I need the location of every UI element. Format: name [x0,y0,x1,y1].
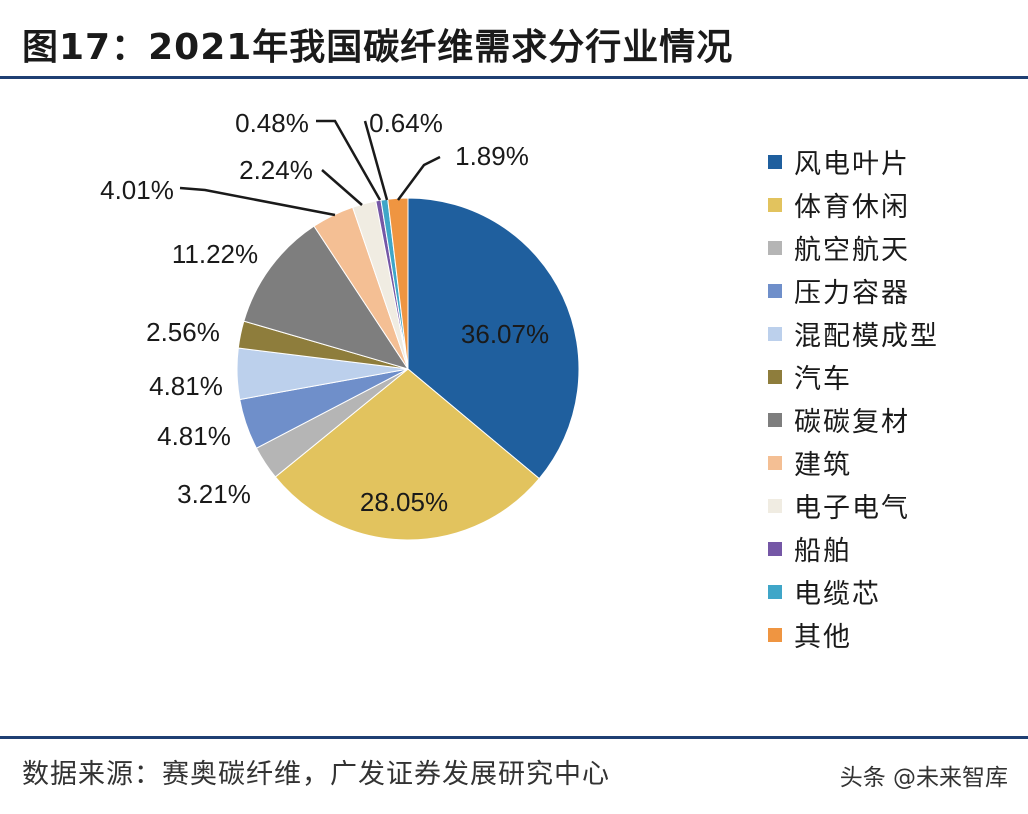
legend-label-3: 航空航天 [794,235,910,266]
chart-title: 图17：2021年我国碳纤维需求分行业情况 [22,27,734,68]
legend-label-9: 电子电气 [794,493,910,524]
data-label-3: 3.21% [177,479,251,509]
legend-label-1: 风电叶片 [794,149,910,180]
legend-label-7: 碳碳复材 [794,407,910,438]
title-divider [0,76,1028,79]
data-label-2: 28.05% [360,487,448,517]
legend-item-11: 电缆芯 [768,570,939,613]
data-label-6: 2.56% [146,317,220,347]
legend-swatch-4 [768,283,782,298]
legend-swatch-6 [768,369,782,384]
legend-label-5: 混配模成型 [794,321,939,352]
data-label-1: 36.07% [461,319,549,349]
legend-label-10: 船舶 [794,536,852,567]
legend-label-6: 汽车 [794,364,852,395]
source-note: 数据来源：赛奥碳纤维，广发证券发展研究中心 [22,759,610,790]
legend-swatch-12 [768,627,782,642]
leader-line-12 [396,155,441,201]
legend-item-5: 混配模成型 [768,312,939,355]
legend-swatch-5 [768,326,782,341]
legend-swatch-2 [768,197,782,212]
legend-item-10: 船舶 [768,527,939,570]
legend-label-11: 电缆芯 [794,579,881,610]
legend-item-3: 航空航天 [768,226,939,269]
footer-divider [0,736,1028,739]
legend-item-8: 建筑 [768,441,939,484]
pie-chart: 36.07% 28.05% 3.21% 4.81% 4.81% 2.56% 11.22% 4.… [100,108,580,541]
data-label-7: 11.22% [172,239,258,269]
leader-line-8 [179,186,336,217]
legend-swatch-10 [768,541,782,556]
legend-swatch-7 [768,412,782,427]
legend-item-9: 电子电气 [768,484,939,527]
pie-slice-1 [407,197,580,480]
leader-line-11 [363,120,389,201]
legend-swatch-1 [768,154,782,169]
data-label-4: 4.81% [157,421,231,451]
legend-swatch-11 [768,584,782,599]
legend-label-2: 体育休闲 [794,192,910,223]
chart-legend: 风电叶片体育休闲航空航天压力容器混配模成型汽车碳碳复材建筑电子电气船舶电缆芯其他 [768,140,939,656]
legend-swatch-9 [768,498,782,513]
legend-item-12: 其他 [768,613,939,656]
legend-label-8: 建筑 [794,450,852,481]
legend-swatch-3 [768,240,782,255]
legend-item-6: 汽车 [768,355,939,398]
watermark: 头条 @未来智库 [839,765,1008,791]
leader-line-10 [316,119,382,201]
leader-line-9 [321,169,363,206]
pie-slice-2 [274,368,540,541]
legend-label-4: 压力容器 [794,278,910,309]
pie-slice-7 [243,225,410,370]
legend-item-2: 体育休闲 [768,183,939,226]
data-label-10: 0.48% [235,108,309,138]
data-label-8: 4.01% [100,175,174,205]
data-label-12: 1.89% [455,141,529,171]
data-label-11: 0.64% [369,108,443,138]
data-label-9: 2.24% [239,155,313,185]
data-label-5: 4.81% [149,371,223,401]
legend-item-7: 碳碳复材 [768,398,939,441]
legend-item-4: 压力容器 [768,269,939,312]
legend-item-1: 风电叶片 [768,140,939,183]
legend-swatch-8 [768,455,782,470]
legend-label-12: 其他 [794,622,852,653]
